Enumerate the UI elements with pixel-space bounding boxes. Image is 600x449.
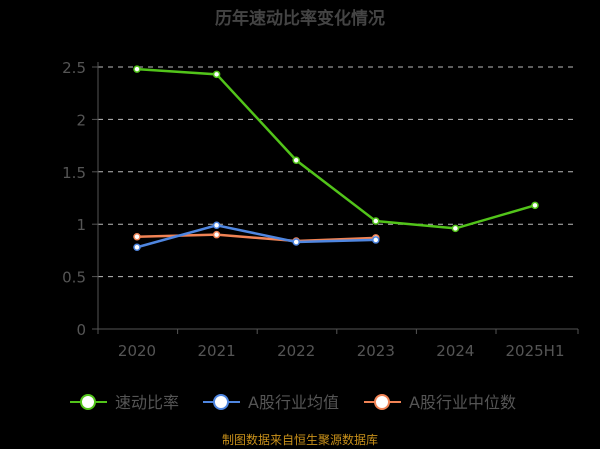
series-line	[136, 67, 536, 230]
x-tick-label: 2023	[357, 342, 395, 360]
chart-title: 历年速动比率变化情况	[215, 8, 385, 29]
y-tick-label: 1	[76, 216, 86, 234]
y-tick-label: 2.5	[62, 59, 86, 77]
legend-item: 速动比率	[70, 393, 179, 412]
data-point	[292, 238, 300, 246]
y-tick-label: 0	[76, 321, 86, 339]
data-point	[212, 70, 221, 79]
data-point	[212, 230, 221, 239]
legend-label: A股行业中位数	[409, 393, 516, 412]
data-point	[133, 65, 141, 73]
x-tick-label: 2025H1	[506, 342, 565, 360]
x-tick-label: 2024	[436, 342, 474, 360]
x-tick-label: 2022	[277, 342, 315, 360]
data-point	[451, 224, 460, 233]
y-tick-label: 2	[76, 111, 86, 129]
y-tick-label: 0.5	[62, 269, 86, 287]
x-tick-label: 2021	[198, 342, 236, 360]
legend-marker	[374, 394, 390, 410]
legend-item: A股行业均值	[203, 393, 339, 412]
footer-source: 制图数据来自恒生聚源数据库	[222, 432, 378, 447]
data-point	[212, 221, 221, 229]
legend-label: 速动比率	[115, 393, 179, 412]
data-point	[133, 243, 141, 252]
legend-item: A股行业中位数	[364, 393, 516, 412]
data-point	[372, 217, 380, 225]
y-tick-label: 1.5	[62, 164, 86, 182]
x-tick-label: 2020	[118, 342, 156, 360]
data-point	[292, 156, 300, 165]
data-point	[531, 201, 539, 210]
legend-marker	[80, 394, 96, 410]
legend-marker	[213, 394, 229, 410]
legend-label: A股行业均值	[248, 393, 339, 412]
series-line	[136, 223, 376, 249]
data-point	[372, 236, 380, 244]
data-point	[133, 233, 141, 241]
